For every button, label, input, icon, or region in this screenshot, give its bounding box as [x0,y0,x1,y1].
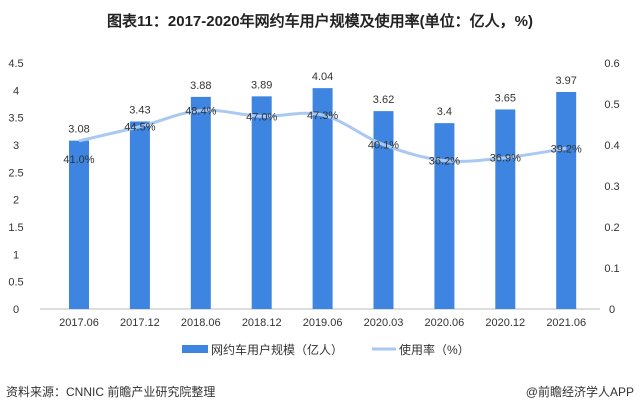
y-left-tick: 3 [13,140,19,152]
line-label: 47.3% [307,110,338,122]
bar-label: 3.43 [129,104,150,116]
bar [251,96,272,309]
bar-label: 3.89 [251,79,272,91]
x-tick: 2017.12 [120,317,160,329]
line-label: 48.4% [185,106,216,118]
x-tick: 2017.06 [59,317,99,329]
bar-label: 3.88 [190,80,211,92]
bar-label: 3.65 [495,92,516,104]
x-tick: 2018.12 [242,317,282,329]
y-left-tick: 2.5 [8,167,23,179]
bar [556,91,577,310]
line-label: 41.0% [63,154,94,166]
y-left-tick: 3.5 [8,113,23,125]
chart-title: 图表11：2017-2020年网约车用户规模及使用率(单位：亿人，%) [107,13,533,30]
y-left-tick: 1 [13,249,19,261]
bar [434,123,455,309]
y-right-tick: 0.1 [604,263,619,275]
bar [312,88,333,309]
legend-line-label: 使用率（%） [399,342,470,357]
y-right-tick: 0 [609,304,615,316]
bar-label: 3.97 [555,75,576,87]
y-right-tick: 0.4 [604,140,619,152]
source-note: 资料来源：CNNIC 前瞻产业研究院整理 [6,385,216,399]
y-left-tick: 1.5 [8,222,23,234]
line-label: 40.1% [368,140,399,152]
bar-label: 4.04 [312,71,333,83]
legend-bar-swatch [182,345,208,353]
bar [373,111,394,310]
bar [190,96,211,309]
line-label: 47.0% [246,111,277,123]
x-tick: 2019.06 [303,317,343,329]
line-label: 36.9% [490,153,521,165]
bar-label: 3.08 [68,124,89,136]
bar-label: 3.4 [437,106,452,118]
y-right-tick: 0.3 [604,181,619,193]
y-left-tick: 4.5 [8,58,23,70]
y-right-tick: 0.6 [604,58,619,70]
x-tick: 2020.12 [485,317,525,329]
y-right-tick: 0.5 [604,99,619,111]
bar [69,140,89,309]
x-tick: 2021.06 [546,317,586,329]
x-tick: 2020.03 [364,317,404,329]
line-label: 39.2% [551,143,582,155]
x-tick: 2020.06 [425,317,465,329]
line-label: 44.5% [124,122,155,134]
y-right-tick: 0.2 [604,222,619,234]
bar [129,121,150,309]
x-tick: 2018.06 [181,317,221,329]
bar-label: 3.62 [373,94,394,106]
y-left-tick: 0.5 [8,277,23,289]
line-label: 36.2% [429,156,460,168]
bar [495,109,516,309]
usage-rate-line [78,108,567,163]
credit-note: @前瞻经济学人APP [525,385,634,399]
y-left-tick: 0 [13,304,19,316]
y-left-tick: 4 [13,85,19,97]
y-left-tick: 2 [13,195,19,207]
legend-bar-label: 网约车用户规模（亿人） [211,342,343,357]
